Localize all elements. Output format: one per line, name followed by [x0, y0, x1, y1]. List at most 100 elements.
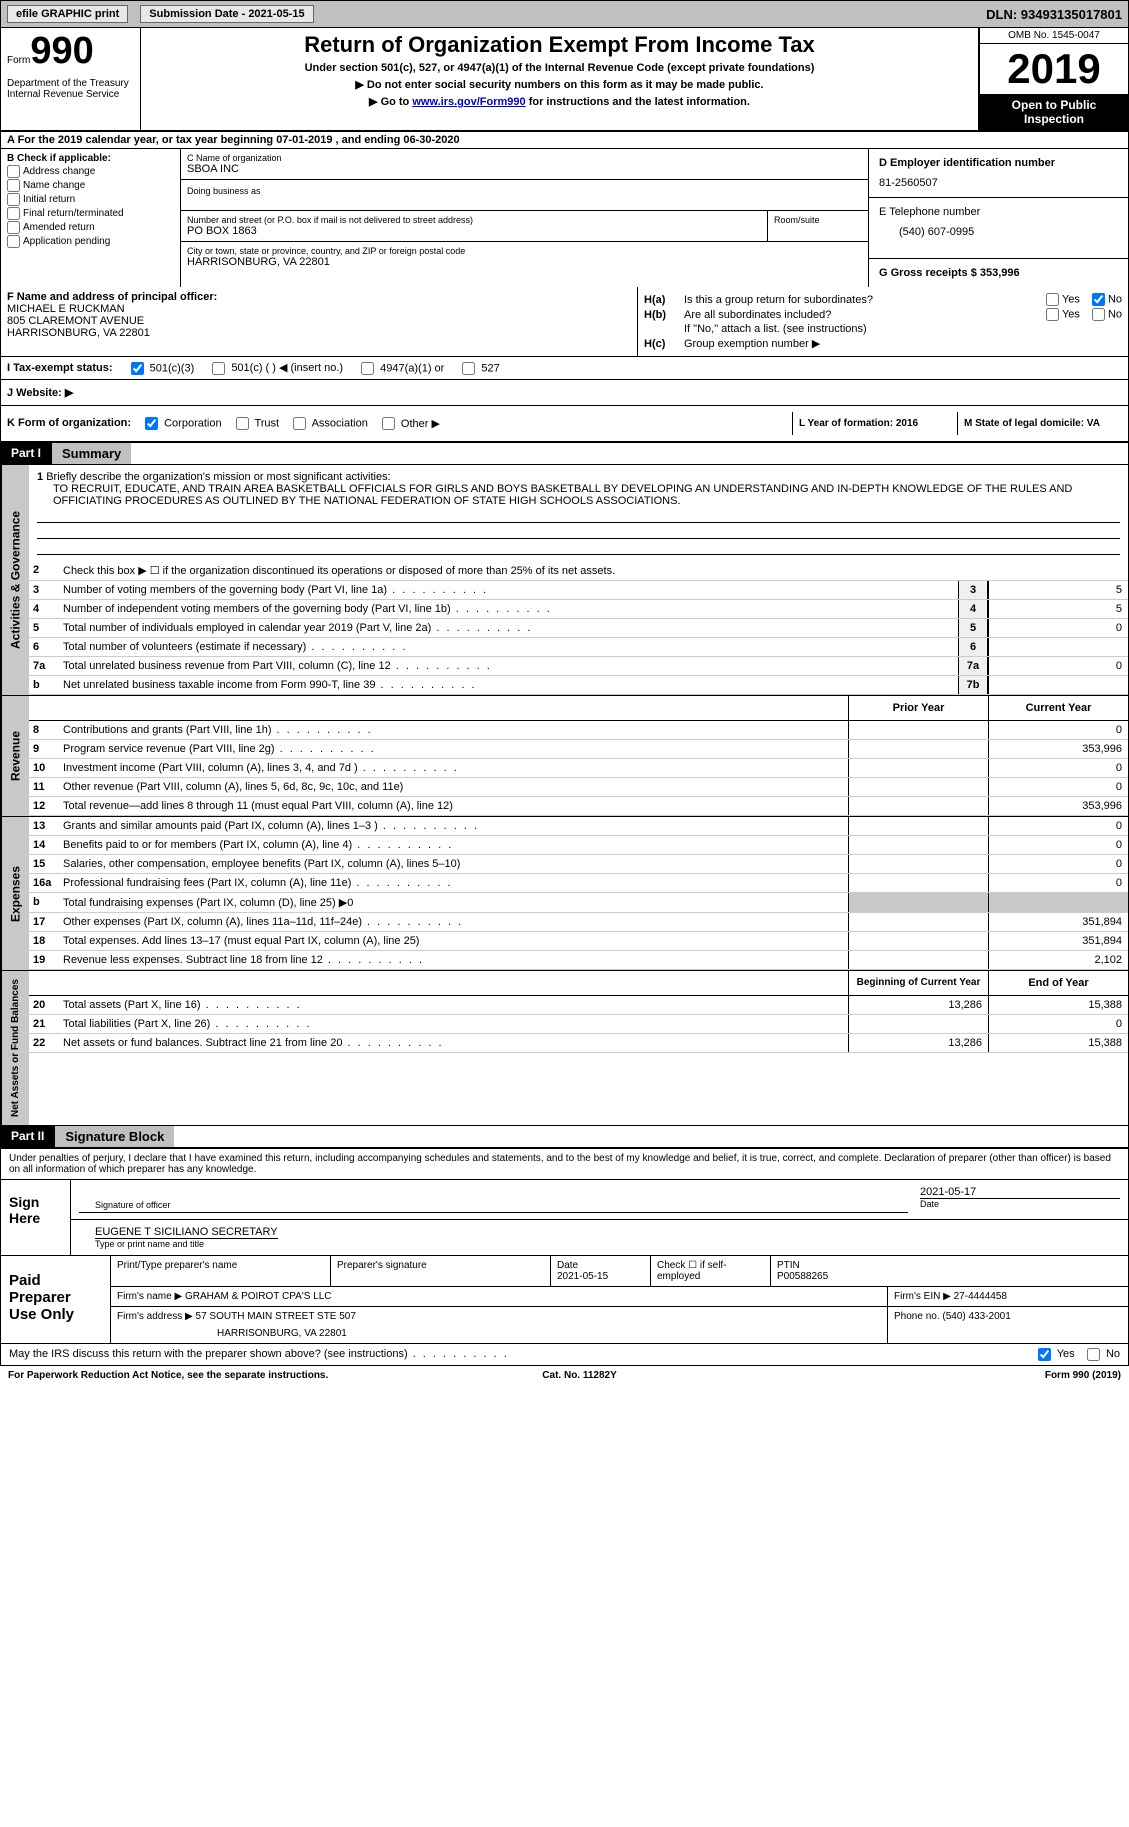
efile-button[interactable]: efile GRAPHIC print: [7, 5, 128, 23]
netassets-content: Beginning of Current Year End of Year 20…: [29, 971, 1128, 1125]
name-change-check[interactable]: Name change: [7, 179, 174, 192]
line14: 14Benefits paid to or for members (Part …: [29, 836, 1128, 855]
ein: 81-2560507: [879, 177, 1118, 189]
hb-yes[interactable]: Yes: [1046, 308, 1080, 321]
form990-link[interactable]: www.irs.gov/Form990: [412, 96, 525, 108]
g-label: G Gross receipts $ 353,996: [879, 267, 1020, 279]
hc-label: H(c): [644, 338, 684, 350]
c-label: C Name of organization: [187, 153, 862, 163]
officer-name: MICHAEL E RUCKMAN: [7, 303, 631, 315]
final-check[interactable]: Final return/terminated: [7, 207, 174, 220]
line5-val: 0: [988, 619, 1128, 637]
print-name-label: Print/Type preparer's name: [111, 1256, 331, 1286]
sig-officer-line[interactable]: Signature of officer: [79, 1186, 908, 1213]
sig-section: Under penalties of perjury, I declare th…: [0, 1147, 1129, 1344]
line19: 19Revenue less expenses. Subtract line 1…: [29, 951, 1128, 970]
dba-box: Doing business as: [181, 180, 868, 211]
form-number-box: Form990 Department of the Treasury Inter…: [1, 28, 141, 130]
top-bar: efile GRAPHIC print Submission Date - 20…: [0, 0, 1129, 28]
trust-check[interactable]: Trust: [236, 417, 280, 430]
line1-num: 1: [37, 471, 43, 483]
omb-number: OMB No. 1545-0047: [980, 28, 1128, 44]
i-label: I Tax-exempt status:: [7, 362, 113, 374]
prep-date-cell: Date 2021-05-15: [551, 1256, 651, 1286]
line7a-val: 0: [988, 657, 1128, 675]
preparer-grid: Print/Type preparer's name Preparer's si…: [111, 1256, 1128, 1343]
discuss-no[interactable]: No: [1087, 1348, 1120, 1360]
sig-date-box: 2021-05-17 Date: [920, 1186, 1120, 1213]
ein-box: D Employer identification number 81-2560…: [869, 149, 1128, 198]
501c-check[interactable]: 501(c) ( ) ◀ (insert no.): [212, 361, 343, 375]
firm-addr-cell: Firm's address ▶ 57 SOUTH MAIN STREET ST…: [111, 1307, 888, 1343]
part1-num: Part I: [1, 443, 51, 464]
h-section: H(a) Is this a group return for subordin…: [638, 287, 1128, 356]
instr2-post: for instructions and the latest informat…: [526, 96, 750, 108]
501c3-check[interactable]: 501(c)(3): [131, 362, 195, 375]
corp-check[interactable]: Corporation: [145, 417, 222, 430]
self-emp-cell[interactable]: Check ☐ if self-employed: [651, 1256, 771, 1286]
end-hdr: End of Year: [988, 971, 1128, 995]
line6-val: [988, 638, 1128, 656]
k-row: K Form of organization: Corporation Trus…: [0, 406, 1129, 443]
ha-yes[interactable]: Yes: [1046, 293, 1080, 306]
line18: 18Total expenses. Add lines 13–17 (must …: [29, 932, 1128, 951]
hb-no[interactable]: No: [1092, 308, 1122, 321]
j-label: J Website: ▶: [7, 387, 73, 399]
hb-row: H(b) Are all subordinates included? Yes …: [644, 308, 1122, 321]
dept-text: Department of the Treasury Internal Reve…: [7, 78, 134, 100]
discuss-text: May the IRS discuss this return with the…: [9, 1348, 509, 1361]
addr-left: Number and street (or P.O. box if mail i…: [181, 211, 768, 241]
firm-ein-cell: Firm's EIN ▶ 27-4444458: [888, 1287, 1128, 1306]
527-check[interactable]: 527: [462, 362, 499, 375]
ha-text: Is this a group return for subordinates?: [684, 294, 873, 306]
sign-here-label: Sign Here: [1, 1180, 71, 1255]
main-title: Return of Organization Exempt From Incom…: [149, 32, 970, 58]
title-box: Return of Organization Exempt From Incom…: [141, 28, 978, 130]
mission-line3: [37, 539, 1120, 555]
line13: 13Grants and similar amounts paid (Part …: [29, 817, 1128, 836]
ha-no[interactable]: No: [1092, 293, 1122, 306]
website-left: J Website: ▶: [1, 380, 1128, 405]
declaration: Under penalties of perjury, I declare th…: [1, 1149, 1128, 1180]
activities-table: Activities & Governance 1 Briefly descri…: [0, 465, 1129, 696]
prior-year-hdr: Prior Year: [848, 696, 988, 720]
addr-row: Number and street (or P.O. box if mail i…: [181, 211, 868, 241]
line9: 9Program service revenue (Part VIII, lin…: [29, 740, 1128, 759]
col-right: D Employer identification number 81-2560…: [868, 149, 1128, 287]
activities-label: Activities & Governance: [1, 465, 29, 695]
line3: 3 Number of voting members of the govern…: [29, 581, 1128, 600]
l-m-box: L Year of formation: 2016 M State of leg…: [792, 412, 1122, 435]
form-header: Form990 Department of the Treasury Inter…: [0, 28, 1129, 132]
amended-check[interactable]: Amended return: [7, 221, 174, 234]
initial-check[interactable]: Initial return: [7, 193, 174, 206]
preparer-row: Paid Preparer Use Only Print/Type prepar…: [1, 1255, 1128, 1343]
mission-text: TO RECRUIT, EDUCATE, AND TRAIN AREA BASK…: [37, 483, 1120, 507]
paperwork-notice: For Paperwork Reduction Act Notice, see …: [8, 1370, 328, 1381]
line3-val: 5: [988, 581, 1128, 599]
other-check[interactable]: Other ▶: [382, 417, 440, 431]
type-name-label: Type or print name and title: [95, 1238, 278, 1249]
line16a: 16aProfessional fundraising fees (Part I…: [29, 874, 1128, 893]
instr2-pre: ▶ Go to: [369, 96, 412, 108]
line21: 21Total liabilities (Part X, line 26)0: [29, 1015, 1128, 1034]
expenses-content: 13Grants and similar amounts paid (Part …: [29, 817, 1128, 970]
col-header-rev: Prior Year Current Year: [29, 696, 1128, 721]
application-check[interactable]: Application pending: [7, 235, 174, 248]
city: HARRISONBURG, VA 22801: [187, 256, 862, 268]
4947-check[interactable]: 4947(a)(1) or: [361, 362, 444, 375]
discuss-yes[interactable]: Yes: [1038, 1348, 1075, 1360]
line6-box: 6: [958, 638, 988, 656]
ptin-cell: PTIN P00588265: [771, 1256, 1128, 1286]
discuss-row: May the IRS discuss this return with the…: [0, 1344, 1129, 1366]
addr-change-check[interactable]: Address change: [7, 165, 174, 178]
website-row: J Website: ▶: [0, 380, 1129, 406]
assoc-check[interactable]: Association: [293, 417, 368, 430]
line1: Briefly describe the organization's miss…: [46, 471, 390, 483]
sig-fields: Signature of officer 2021-05-17 Date EUG…: [71, 1180, 1128, 1255]
ha-label: H(a): [644, 294, 684, 306]
officer-name-row: EUGENE T SICILIANO SECRETARY Type or pri…: [71, 1220, 1128, 1255]
line7b-val: [988, 676, 1128, 694]
line7b: b Net unrelated business taxable income …: [29, 676, 1128, 695]
mission-line1: [37, 507, 1120, 523]
dln: DLN: 93493135017801: [986, 7, 1122, 22]
